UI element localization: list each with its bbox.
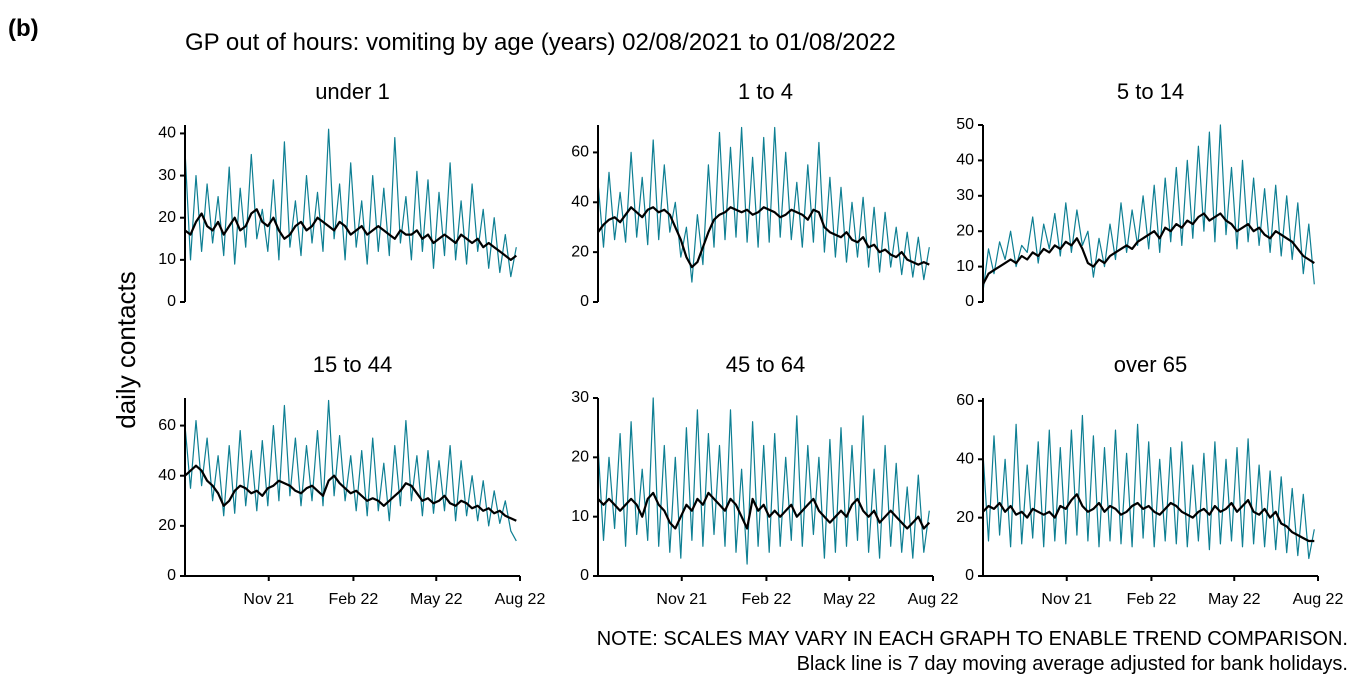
panel-title: 45 to 64 xyxy=(726,352,806,377)
y-tick-label: 10 xyxy=(158,251,176,268)
y-tick-label: 50 xyxy=(956,116,974,133)
y-tick-label: 20 xyxy=(956,509,974,526)
y-tick-label: 40 xyxy=(158,125,176,142)
y-tick-label: 10 xyxy=(956,258,974,275)
y-tick-label: 0 xyxy=(167,567,176,584)
x-tick-label: Feb 22 xyxy=(1127,591,1177,608)
y-axis-label: daily contacts xyxy=(111,271,141,429)
y-tick-label: 20 xyxy=(571,449,589,466)
y-tick-label: 20 xyxy=(571,243,589,260)
y-tick-label: 40 xyxy=(571,194,589,211)
data-line xyxy=(982,414,1315,560)
data-line xyxy=(982,493,1315,543)
x-tick-label: Nov 21 xyxy=(656,591,707,608)
x-tick-label: May 22 xyxy=(1208,591,1261,608)
y-tick-label: 0 xyxy=(965,293,974,310)
x-tick-label: Aug 22 xyxy=(908,591,959,608)
y-tick-label: 20 xyxy=(956,222,974,239)
data-line xyxy=(982,124,1315,292)
panel-label: (b) xyxy=(8,15,39,42)
panel-title: under 1 xyxy=(315,79,390,104)
data-line xyxy=(597,126,930,283)
data-line xyxy=(597,206,930,269)
x-tick-label: Aug 22 xyxy=(1293,591,1344,608)
y-tick-label: 60 xyxy=(956,392,974,409)
x-tick-label: Feb 22 xyxy=(742,591,792,608)
y-tick-label: 40 xyxy=(158,467,176,484)
y-tick-label: 0 xyxy=(965,567,974,584)
x-tick-label: May 22 xyxy=(823,591,876,608)
panel-title: 1 to 4 xyxy=(738,79,793,104)
note: NOTE: SCALES MAY VARY IN EACH GRAPH TO E… xyxy=(597,628,1348,650)
y-tick-label: 0 xyxy=(580,567,589,584)
y-tick-label: 30 xyxy=(158,167,176,184)
panel-title: over 65 xyxy=(1114,352,1187,377)
y-tick-label: 60 xyxy=(571,144,589,161)
data-line xyxy=(597,397,930,565)
y-tick-label: 20 xyxy=(158,517,176,534)
y-tick-label: 0 xyxy=(580,293,589,310)
y-tick-label: 10 xyxy=(571,508,589,525)
data-line xyxy=(597,491,931,530)
y-tick-label: 60 xyxy=(158,417,176,434)
x-tick-label: Nov 21 xyxy=(1041,591,1092,608)
y-tick-label: 30 xyxy=(571,389,589,406)
panel-title: 15 to 44 xyxy=(313,352,393,377)
x-tick-label: Aug 22 xyxy=(495,591,546,608)
y-tick-label: 20 xyxy=(158,209,176,226)
panel-title: 5 to 14 xyxy=(1117,79,1184,104)
data-line xyxy=(184,208,517,261)
y-tick-label: 30 xyxy=(956,187,974,204)
y-tick-label: 40 xyxy=(956,152,974,169)
data-line xyxy=(184,399,517,542)
y-tick-label: 40 xyxy=(956,450,974,467)
x-tick-label: May 22 xyxy=(410,591,463,608)
y-tick-label: 0 xyxy=(167,293,176,310)
x-tick-label: Nov 21 xyxy=(243,591,294,608)
figure-title: GP out of hours: vomiting by age (years)… xyxy=(185,29,896,56)
data-line xyxy=(184,128,517,278)
data-line xyxy=(982,212,1315,285)
x-tick-label: Feb 22 xyxy=(329,591,379,608)
note: Black line is 7 day moving average adjus… xyxy=(797,653,1348,675)
data-line xyxy=(184,464,517,522)
